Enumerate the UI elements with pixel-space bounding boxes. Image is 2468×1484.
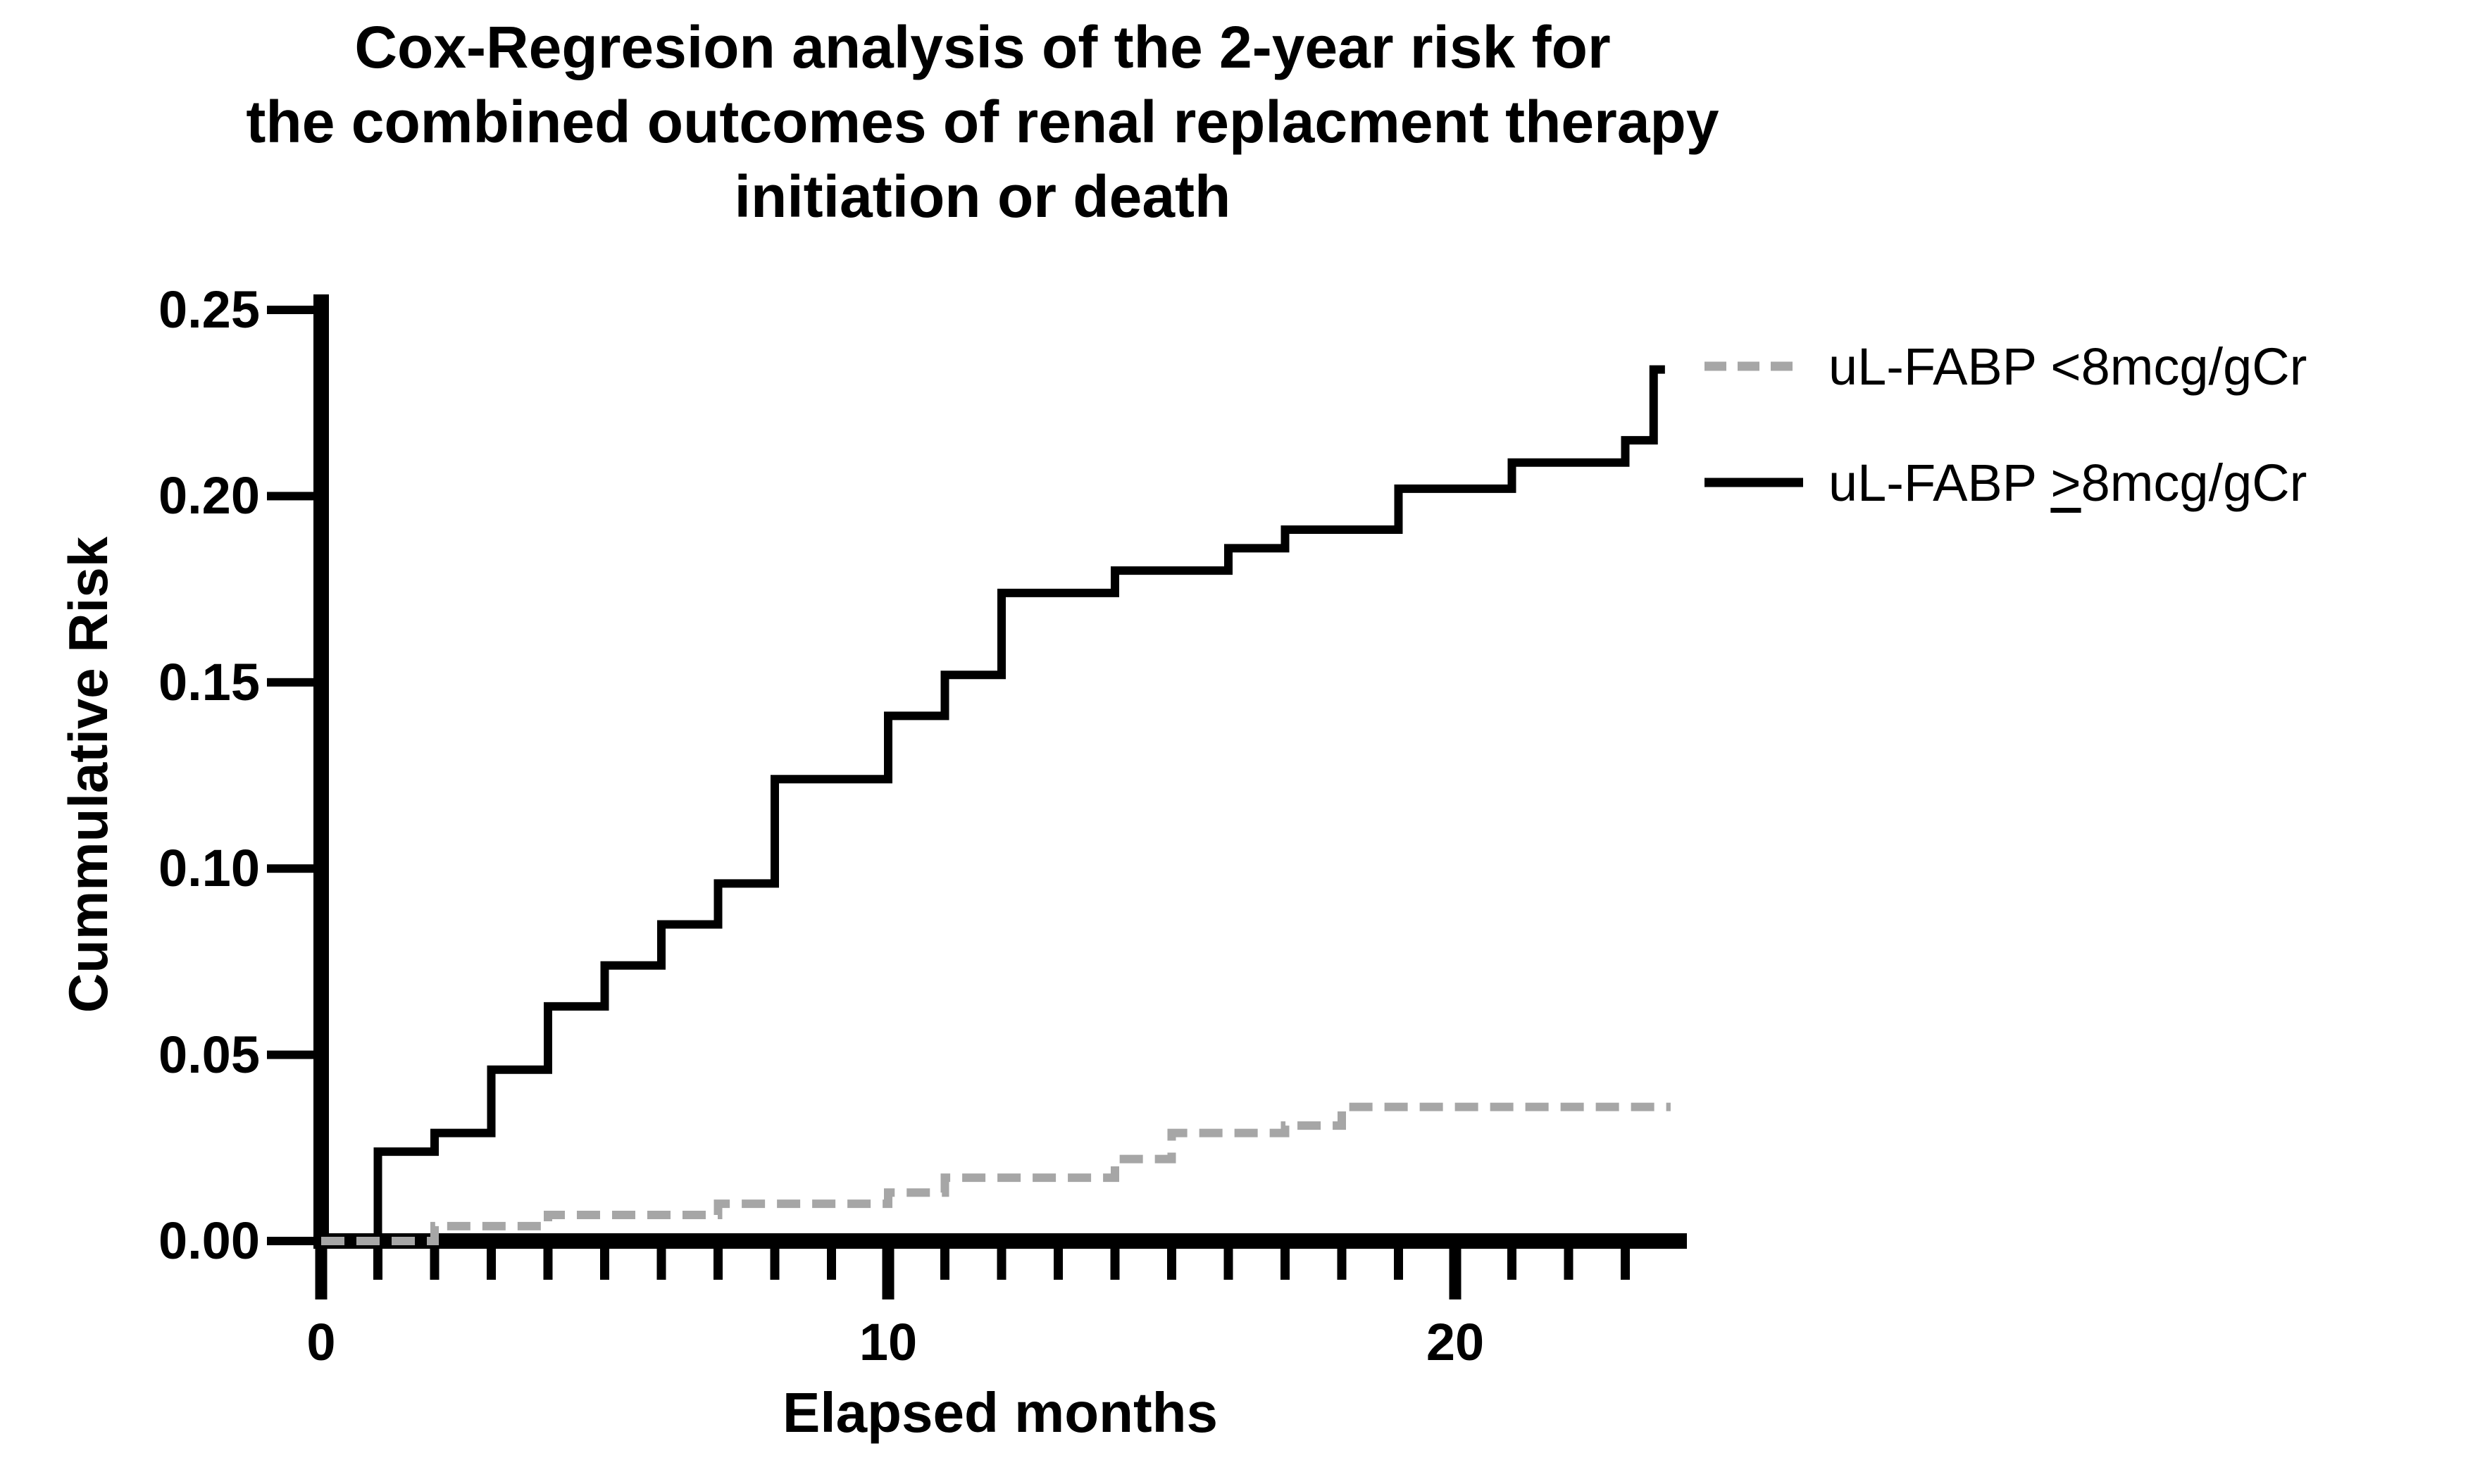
x-tick-label: 10 [859,1313,918,1371]
x-tick-mark-minor [1507,1249,1516,1280]
x-tick-mark-minor [1054,1249,1063,1280]
x-tick-mark-minor [1167,1249,1176,1280]
x-tick-mark-major [1449,1249,1462,1299]
x-tick-mark-minor [373,1249,382,1280]
chart-title-line-1: Cox-Regresion analysis of the 2-year ris… [354,14,1611,80]
x-tick-mark-minor [543,1249,553,1280]
legend-item-high-group: uL-FABP >8mcg/gCr [1704,433,2307,532]
legend-item-low-group: uL-FABP <8mcg/gCr [1704,317,2307,416]
y-axis-title: Cummulative Risk [57,536,119,1014]
x-axis-line [313,1233,1687,1249]
y-tick-label: 0.05 [158,1025,260,1084]
x-tick-mark-minor [1337,1249,1347,1280]
y-tick-label: 0.20 [158,466,260,525]
x-tick-label: 20 [1426,1313,1485,1371]
y-tick-mark [267,1050,313,1059]
x-tick-mark-minor [600,1249,609,1280]
y-tick-label: 0.25 [158,280,260,339]
x-tick-mark-minor [487,1249,496,1280]
x-tick-mark-minor [770,1249,780,1280]
legend-label-high-group: uL-FABP >8mcg/gCr [1828,453,2307,512]
legend-solid-line-sample [1704,478,1803,487]
x-tick-mark-minor [1621,1249,1630,1280]
x-tick-mark-minor [1280,1249,1290,1280]
y-axis-line [313,294,329,1249]
x-tick-mark-minor [430,1249,440,1280]
y-tick-mark [267,678,313,687]
y-tick-label: 0.15 [158,652,260,711]
y-tick-mark [267,864,313,873]
x-tick-mark-major [315,1249,328,1299]
y-tick-mark [267,306,313,314]
y-tick-mark [267,492,313,501]
x-tick-mark-minor [1223,1249,1233,1280]
x-tick-mark-minor [656,1249,666,1280]
y-tick-mark [267,1237,313,1245]
x-tick-mark-minor [713,1249,723,1280]
chart-title-line-3: initiation or death [734,163,1231,230]
chart-title-line-2: the combined outcomes of renal replacmen… [246,89,1719,155]
x-tick-mark-major [882,1249,895,1299]
y-tick-label: 0.10 [158,839,260,898]
chart-title: Cox-Regresion analysis of the 2-year ris… [0,10,1965,234]
x-axis-title: Elapsed months [783,1381,1218,1444]
x-tick-label: 0 [306,1313,336,1371]
y-tick-label: 0.00 [158,1211,260,1270]
x-tick-mark-minor [997,1249,1006,1280]
x-tick-mark-minor [1394,1249,1403,1280]
legend-label-low-group: uL-FABP <8mcg/gCr [1828,337,2307,396]
curve-low-group [321,1102,1671,1245]
x-tick-mark-minor [940,1249,949,1280]
curve-high-group [321,365,1665,1245]
x-tick-mark-minor [827,1249,836,1280]
legend-dashed-line-sample [1704,361,1803,371]
x-tick-mark-minor [1110,1249,1120,1280]
x-tick-mark-minor [1564,1249,1573,1280]
